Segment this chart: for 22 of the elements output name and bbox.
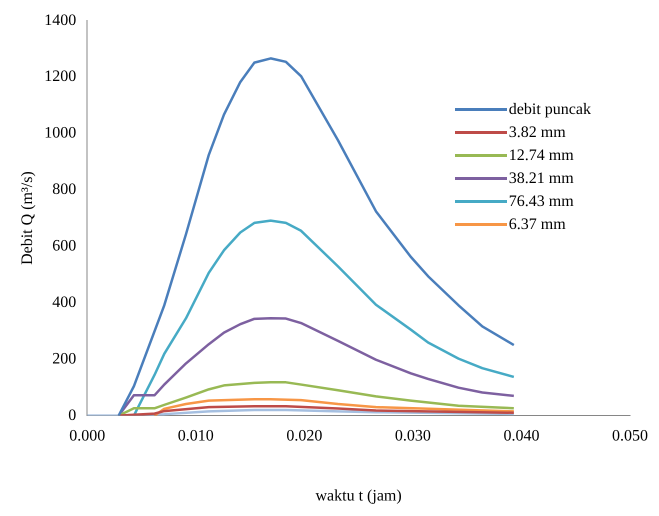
- y-tick-label: 600: [52, 238, 76, 255]
- y-tick-label: 1400: [44, 12, 76, 29]
- x-tick-label: 0.000: [69, 427, 106, 444]
- legend-label: 6.37 mm: [508, 215, 566, 235]
- legend-label: 38.21 mm: [508, 169, 574, 189]
- y-tick-label: 0: [68, 406, 76, 424]
- y-tick-label: 200: [52, 350, 76, 368]
- legend-label: debit puncak: [508, 100, 591, 120]
- y-tick-label: 1200: [44, 68, 76, 86]
- x-tick-label: 0.030: [394, 427, 431, 444]
- x-tick-label: 0.020: [286, 427, 322, 444]
- x-tick-label: 0.010: [178, 427, 214, 444]
- y-tick-label: 400: [52, 294, 76, 311]
- legend-label: 76.43 mm: [508, 192, 574, 212]
- legend-label: 12.74 mm: [508, 146, 574, 166]
- x-axis-title: waktu t (jam): [316, 488, 402, 505]
- x-tick-label: 0.040: [503, 427, 540, 444]
- y-axis-title: Debit Q (m³/s): [18, 171, 36, 265]
- x-tick-label: 0.050: [612, 427, 648, 444]
- legend-label: 3.82 mm: [508, 123, 566, 143]
- y-tick-label: 1000: [44, 124, 76, 142]
- y-tick-label: 800: [52, 181, 76, 198]
